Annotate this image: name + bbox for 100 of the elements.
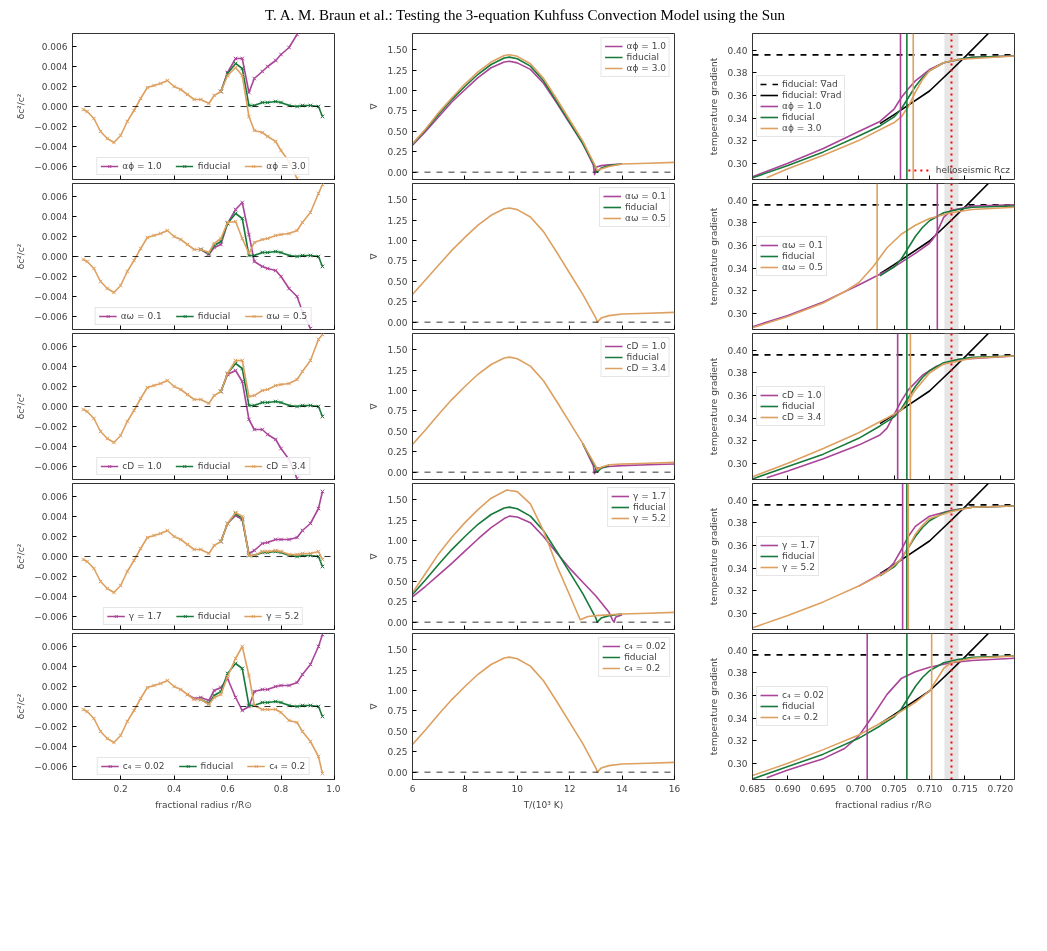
y-tick-label: 1.50 (387, 195, 408, 206)
y-tick-label: 0.000 (41, 402, 68, 413)
y-tick-label: 1.25 (387, 216, 408, 227)
y-axis-title: ∇ (369, 702, 380, 711)
x-tick-label: 0.690 (775, 783, 802, 794)
legend-label: γ = 5.2 (266, 611, 300, 622)
y-axis-title: δc²/c² (16, 243, 27, 270)
legend-label: c₄ = 0.2 (269, 761, 306, 772)
y-tick-label: 1.50 (387, 345, 408, 356)
y-tick-label: 0.002 (41, 532, 68, 543)
y-axis-title: δc²/c² (16, 543, 27, 570)
y-tick-label: 0.50 (387, 127, 408, 138)
y-tick-label: 0.38 (727, 68, 748, 79)
y-tick-label: 0.36 (727, 91, 748, 102)
y-tick-label: 0.006 (41, 192, 68, 203)
legend-label: fiducial (782, 701, 815, 712)
y-tick-label: 0.34 (727, 263, 748, 274)
y-axis-title: ∇ (369, 552, 380, 561)
y-tick-label: 0.38 (727, 218, 748, 229)
y-tick-label: 0.000 (41, 702, 68, 713)
y-tick-label: −0.006 (34, 162, 68, 173)
y-tick-label: 0.000 (41, 252, 68, 263)
y-tick-label: 0.34 (727, 113, 748, 124)
text: T. A. M. Braun et al.: Testing the 3-equation Kuhfuss Convection Model using the Sun (264, 6, 785, 25)
x-tick-label: 0.6 (220, 783, 235, 794)
y-tick-label: 0.004 (41, 62, 68, 73)
y-tick-label: 1.00 (387, 86, 408, 97)
y-tick-label: 0.00 (387, 768, 408, 779)
y-tick-label: 0.34 (727, 413, 748, 424)
legend-label: αϕ = 1.0 (122, 161, 162, 172)
x-tick-label: 8 (462, 783, 469, 794)
y-axis-title: δc²/c² (16, 693, 27, 720)
y-tick-label: −0.004 (34, 592, 68, 603)
legend-label: γ = 1.7 (633, 491, 666, 502)
y-tick-label: −0.006 (34, 312, 68, 323)
y-tick-label: 0.004 (41, 512, 68, 523)
y-tick-label: 0.32 (727, 136, 748, 147)
y-tick-label: 0.006 (41, 342, 68, 353)
y-axis-title: δc²/c² (16, 393, 27, 420)
y-tick-label: 0.25 (387, 147, 408, 158)
y-axis-title: ∇ (369, 102, 380, 111)
y-tick-label: 0.002 (41, 682, 68, 693)
y-axis-title: δc²/c² (16, 93, 27, 120)
x-tick-label: 0.695 (810, 783, 837, 794)
legend-label: fiducial (633, 502, 666, 513)
y-tick-label: 0.40 (727, 196, 748, 207)
y-axis-title: temperature gradient (709, 357, 720, 456)
y-tick-label: 0.75 (387, 406, 408, 417)
y-tick-label: 0.50 (387, 277, 408, 288)
y-tick-label: 0.006 (41, 42, 68, 53)
y-tick-label: 1.00 (387, 686, 408, 697)
y-axis-title: ∇ (369, 252, 380, 261)
y-tick-label: −0.004 (34, 742, 68, 753)
legend-label: fiducial (200, 761, 234, 772)
y-tick-label: 0.00 (387, 168, 408, 179)
x-tick-label: 10 (511, 783, 524, 794)
x-tick-label: 0.705 (881, 783, 907, 794)
y-tick-label: 0.36 (727, 391, 748, 402)
y-axis-title: temperature gradient (709, 507, 720, 606)
legend-label: αϕ = 3.0 (266, 161, 306, 172)
y-tick-label: 0.50 (387, 727, 408, 738)
y-tick-label: 0.34 (727, 713, 748, 724)
legend-label: fiducial (626, 52, 660, 63)
x-tick-label: 0.700 (845, 783, 872, 794)
y-tick-label: 0.34 (727, 563, 748, 574)
y-tick-label: 0.30 (727, 459, 748, 470)
legend-label: αω = 0.5 (782, 262, 824, 273)
y-tick-label: −0.004 (34, 442, 68, 453)
legend-label: fiducial (782, 112, 815, 123)
y-tick-label: 1.25 (387, 516, 408, 527)
y-tick-label: 0.25 (387, 597, 408, 608)
y-tick-label: 0.75 (387, 256, 408, 267)
y-tick-label: 0.000 (41, 102, 68, 113)
y-tick-label: 0.32 (727, 286, 748, 297)
x-tick-label: 0.8 (273, 783, 289, 794)
y-tick-label: 1.25 (387, 666, 408, 677)
legend-label: fiducial (782, 401, 815, 412)
y-tick-label: −0.006 (34, 762, 68, 773)
legend-label: αω = 0.1 (624, 191, 666, 202)
legend-label: cD = 1.0 (626, 341, 666, 352)
legend-label: γ = 5.2 (782, 562, 815, 573)
legend-label: c₄ = 0.02 (122, 761, 165, 772)
y-tick-label: −0.004 (34, 292, 68, 303)
x-tick-label: 0.4 (166, 783, 182, 794)
y-tick-label: 0.00 (387, 618, 408, 629)
y-tick-label: 0.25 (387, 447, 408, 458)
y-tick-label: 0.25 (387, 747, 408, 758)
legend-label: fiducial (626, 352, 660, 363)
x-tick-label: 12 (563, 783, 576, 794)
legend-label: γ = 1.7 (782, 540, 815, 551)
y-tick-label: 0.75 (387, 706, 408, 717)
legend-label: cD = 3.4 (626, 363, 666, 374)
y-tick-label: 1.00 (387, 386, 408, 397)
legend-label: fiducial (624, 202, 658, 213)
y-tick-label: 0.00 (387, 318, 408, 329)
y-axis-title: temperature gradient (709, 657, 720, 756)
legend-label: cD = 1.0 (122, 461, 162, 472)
y-axis-title: ∇ (369, 402, 380, 411)
legend-label: αω = 0.5 (624, 213, 666, 224)
legend-label: cD = 1.0 (782, 390, 822, 401)
